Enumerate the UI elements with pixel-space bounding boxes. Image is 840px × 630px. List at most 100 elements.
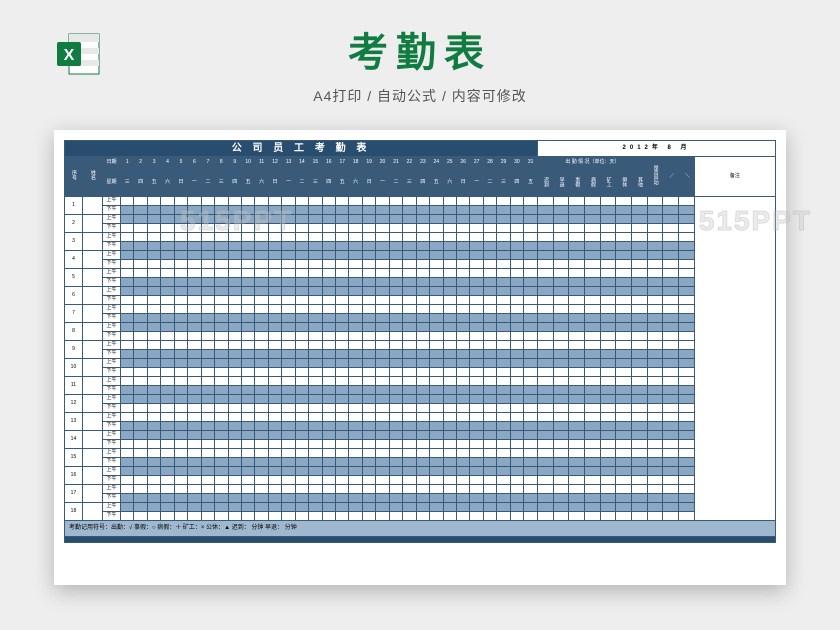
attendance-cell (282, 449, 295, 458)
attendance-cell (430, 350, 443, 359)
stat-cell (647, 467, 663, 476)
attendance-cell (510, 449, 523, 458)
attendance-cell (470, 278, 483, 287)
stat-cell (585, 215, 601, 224)
stat-cell (663, 404, 679, 413)
attendance-cell (456, 377, 469, 386)
attendance-cell (228, 215, 241, 224)
hdr-note: 备注 (694, 157, 775, 197)
attendance-cell (201, 431, 214, 440)
attendance-cell (430, 296, 443, 305)
attendance-cell (336, 215, 349, 224)
hdr-weekday: 六 (349, 170, 362, 197)
attendance-cell (161, 314, 174, 323)
attendance-cell (510, 269, 523, 278)
table-row-name (82, 233, 102, 251)
attendance-cell (376, 422, 389, 431)
attendance-cell (497, 251, 510, 260)
stat-cell (600, 323, 616, 332)
attendance-cell (497, 422, 510, 431)
attendance-cell (282, 512, 295, 521)
attendance-cell (430, 368, 443, 377)
stat-cell (647, 278, 663, 287)
attendance-cell (268, 386, 281, 395)
stat-cell (538, 431, 554, 440)
stat-cell (632, 413, 648, 422)
attendance-cell (336, 404, 349, 413)
attendance-cell (241, 413, 254, 422)
attendance-cell (497, 287, 510, 296)
attendance-cell (470, 404, 483, 413)
stat-cell (600, 242, 616, 251)
stat-cell (553, 260, 569, 269)
attendance-cell (403, 341, 416, 350)
attendance-cell (416, 386, 429, 395)
stat-cell (679, 422, 695, 431)
stat-cell (679, 368, 695, 377)
attendance-cell (430, 242, 443, 251)
attendance-cell (147, 215, 160, 224)
stat-cell (538, 458, 554, 467)
attendance-cell (430, 485, 443, 494)
stat-cell (600, 269, 616, 278)
attendance-cell (349, 485, 362, 494)
attendance-cell (282, 215, 295, 224)
attendance-cell (524, 458, 538, 467)
attendance-cell (121, 233, 134, 242)
attendance-cell (430, 386, 443, 395)
attendance-cell (121, 404, 134, 413)
half-pm: 下午 (103, 350, 121, 359)
attendance-cell (228, 206, 241, 215)
attendance-cell (174, 269, 187, 278)
attendance-cell (376, 413, 389, 422)
attendance-cell (336, 278, 349, 287)
stat-cell (663, 260, 679, 269)
attendance-cell (188, 206, 201, 215)
attendance-cell (349, 206, 362, 215)
attendance-cell (456, 233, 469, 242)
attendance-cell (228, 287, 241, 296)
attendance-cell (510, 251, 523, 260)
attendance-cell (389, 197, 402, 206)
stat-cell (647, 287, 663, 296)
attendance-cell (336, 224, 349, 233)
attendance-cell (524, 296, 538, 305)
attendance-cell (322, 404, 335, 413)
attendance-cell (483, 278, 496, 287)
stat-cell (538, 251, 554, 260)
hdr-weekday: 五 (147, 170, 160, 197)
attendance-cell (416, 323, 429, 332)
stat-cell (632, 494, 648, 503)
stat-cell (569, 404, 585, 413)
attendance-cell (295, 413, 308, 422)
attendance-cell (241, 440, 254, 449)
stat-cell (679, 431, 695, 440)
stat-cell (616, 395, 632, 404)
attendance-cell (403, 368, 416, 377)
attendance-cell (403, 269, 416, 278)
attendance-cell (403, 296, 416, 305)
stat-cell (600, 422, 616, 431)
attendance-cell (201, 503, 214, 512)
attendance-cell (524, 269, 538, 278)
attendance-cell (524, 431, 538, 440)
attendance-cell (322, 323, 335, 332)
attendance-cell (349, 332, 362, 341)
attendance-cell (161, 386, 174, 395)
stat-cell (553, 215, 569, 224)
attendance-cell (309, 494, 322, 503)
attendance-cell (430, 323, 443, 332)
attendance-cell (389, 242, 402, 251)
attendance-cell (336, 314, 349, 323)
attendance-cell (174, 422, 187, 431)
attendance-cell (201, 476, 214, 485)
attendance-cell (336, 368, 349, 377)
attendance-cell (161, 422, 174, 431)
attendance-cell (403, 197, 416, 206)
stat-cell (569, 476, 585, 485)
hdr-weekday: 六 (443, 170, 456, 197)
attendance-cell (268, 512, 281, 521)
attendance-cell (430, 458, 443, 467)
stat-cell (663, 359, 679, 368)
attendance-cell (309, 431, 322, 440)
